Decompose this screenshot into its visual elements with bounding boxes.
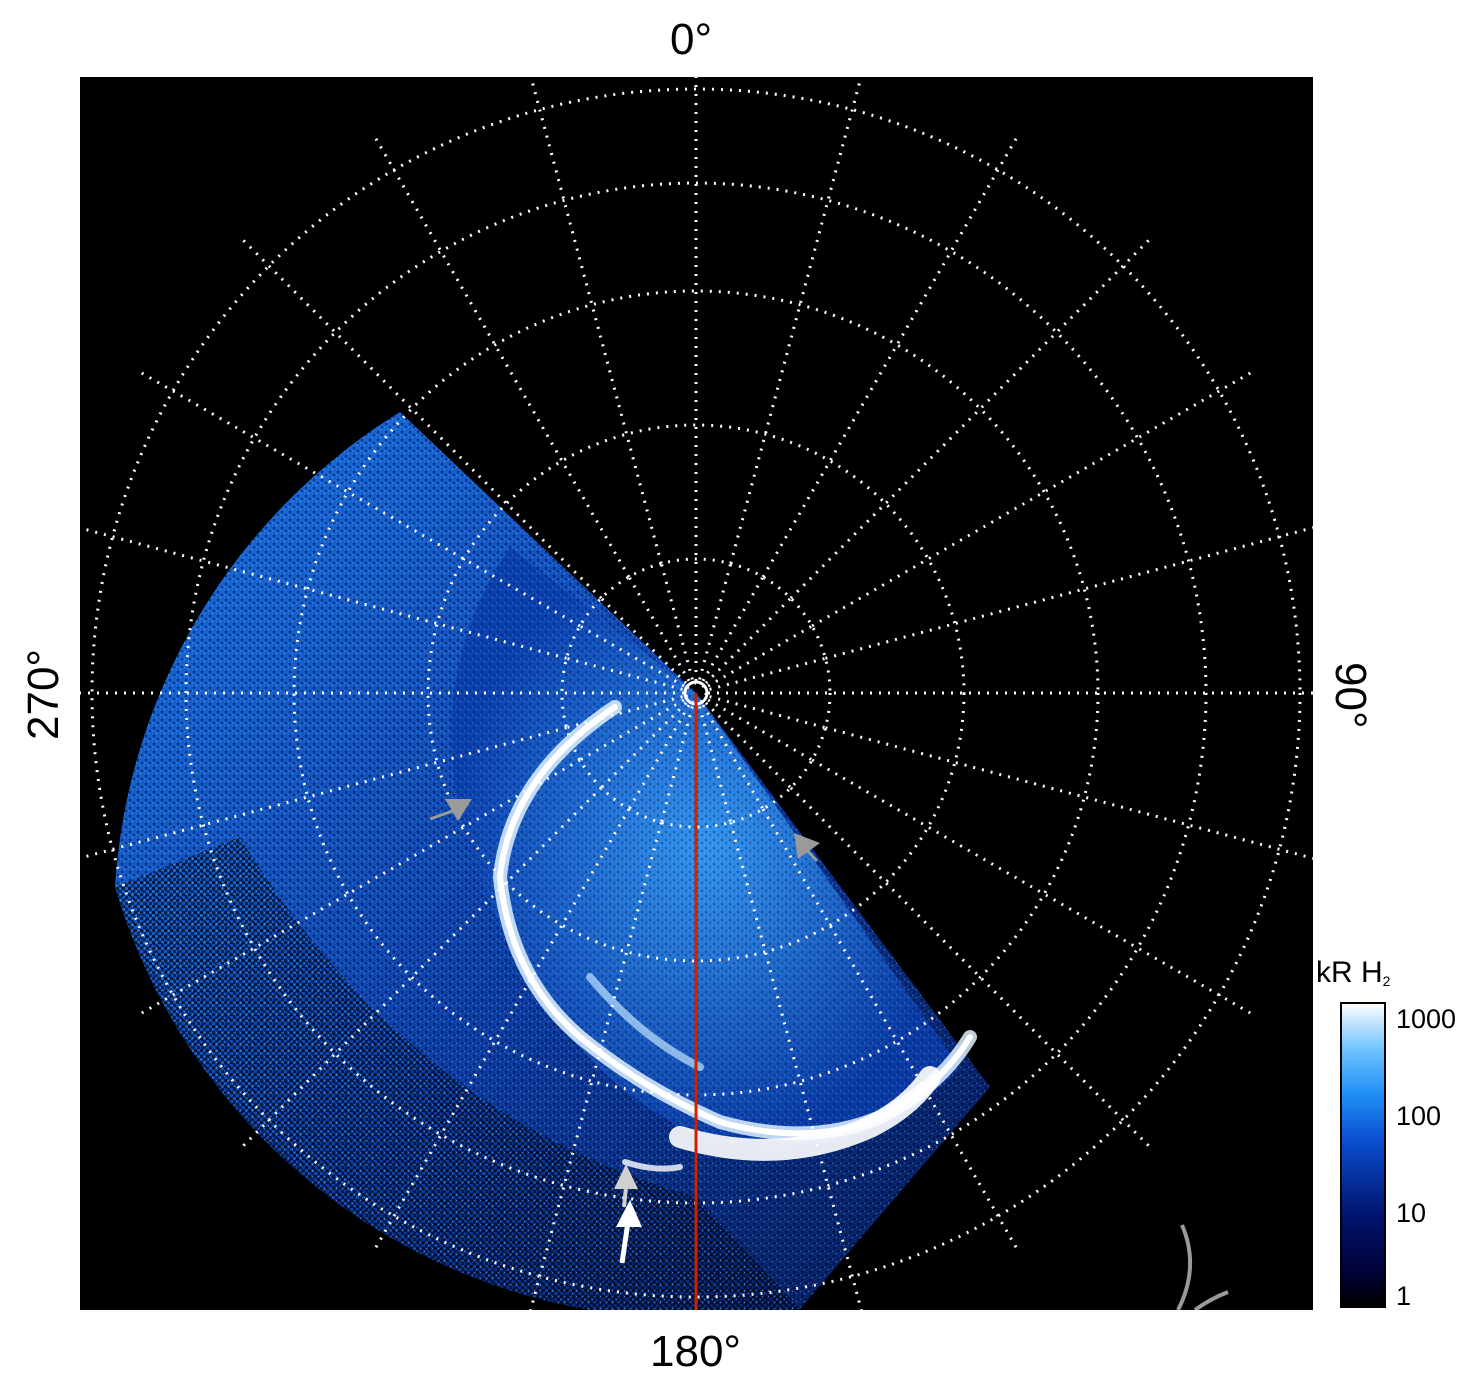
colorbar-tick-10: 10 [1396, 1198, 1427, 1228]
meridian-line-inner [698, 706, 733, 823]
colorbar-title-text: kR H [1316, 956, 1383, 989]
meridian-line [80, 726, 567, 860]
observed-sector [115, 412, 990, 1310]
meridian-line-inner [627, 704, 691, 810]
longitude-label-0: 0° [670, 15, 713, 64]
longitude-label-270: 270° [19, 648, 68, 740]
meridian-line-inner [701, 576, 765, 682]
meridian-line-inner [709, 656, 826, 691]
meridian-line-inner [698, 563, 733, 680]
longitude-label-90: 90° [1326, 662, 1375, 729]
polar-projection-plot [80, 77, 1313, 1310]
meridian-line [761, 808, 1018, 1249]
meridian-line-inner [600, 597, 688, 685]
meridian-line-inner [707, 698, 813, 762]
meridian-line [729, 77, 863, 564]
meridian-line [529, 77, 663, 564]
meridian-line-inner [659, 563, 694, 680]
meridian-line-inner [701, 704, 765, 810]
colorbar-title: kR H2 [1316, 956, 1391, 989]
meridian-line [825, 526, 1313, 660]
meridian-line [811, 371, 1252, 628]
meridian-line [80, 526, 567, 660]
meridian-line [140, 758, 581, 1015]
meridian-line-inner [704, 701, 792, 789]
colorbar-title-subscript: 2 [1382, 973, 1391, 989]
gray-arrow-right [794, 833, 820, 863]
colorbar-tick-100: 100 [1396, 1101, 1442, 1131]
meridian-line-inner [704, 597, 792, 685]
meridian-line-inner [579, 698, 685, 762]
meridian-line [374, 137, 631, 578]
meridian-line [140, 371, 581, 628]
light-arrow-bottom [614, 1164, 638, 1208]
aurora-image [80, 77, 1313, 1310]
colorbar [1340, 1002, 1386, 1308]
meridian-line [729, 822, 863, 1310]
main-auroral-oval [492, 700, 977, 1172]
meridian-line [825, 726, 1313, 860]
meridian-line [242, 786, 603, 1147]
meridian-line [529, 822, 663, 1310]
colorbar-tick-1: 1 [1396, 1281, 1412, 1311]
meridian-line-inner [566, 656, 683, 691]
white-arrow-bottom [616, 1200, 642, 1264]
colorbar-tick-1000: 1000 [1396, 1004, 1457, 1034]
meridian-line [789, 786, 1150, 1147]
meridian-line [811, 758, 1252, 1015]
meridian-line-inner [659, 706, 694, 823]
meridian-line [789, 239, 1150, 600]
meridian-line-inner [566, 695, 683, 730]
meridian-line-inner [707, 624, 813, 688]
meridian-line-inner [709, 695, 826, 730]
meridian-line-inner [600, 701, 688, 789]
longitude-meridians [80, 77, 1313, 1310]
gray-arrow-left [429, 799, 472, 821]
meridian-line [374, 808, 631, 1249]
longitude-label-180: 180° [650, 1327, 742, 1376]
meridian-line-inner [579, 624, 685, 688]
meridian-line [761, 137, 1018, 578]
meridian-line [242, 239, 603, 600]
corner-arc-marker [1176, 1224, 1229, 1310]
meridian-line-inner [627, 576, 691, 682]
